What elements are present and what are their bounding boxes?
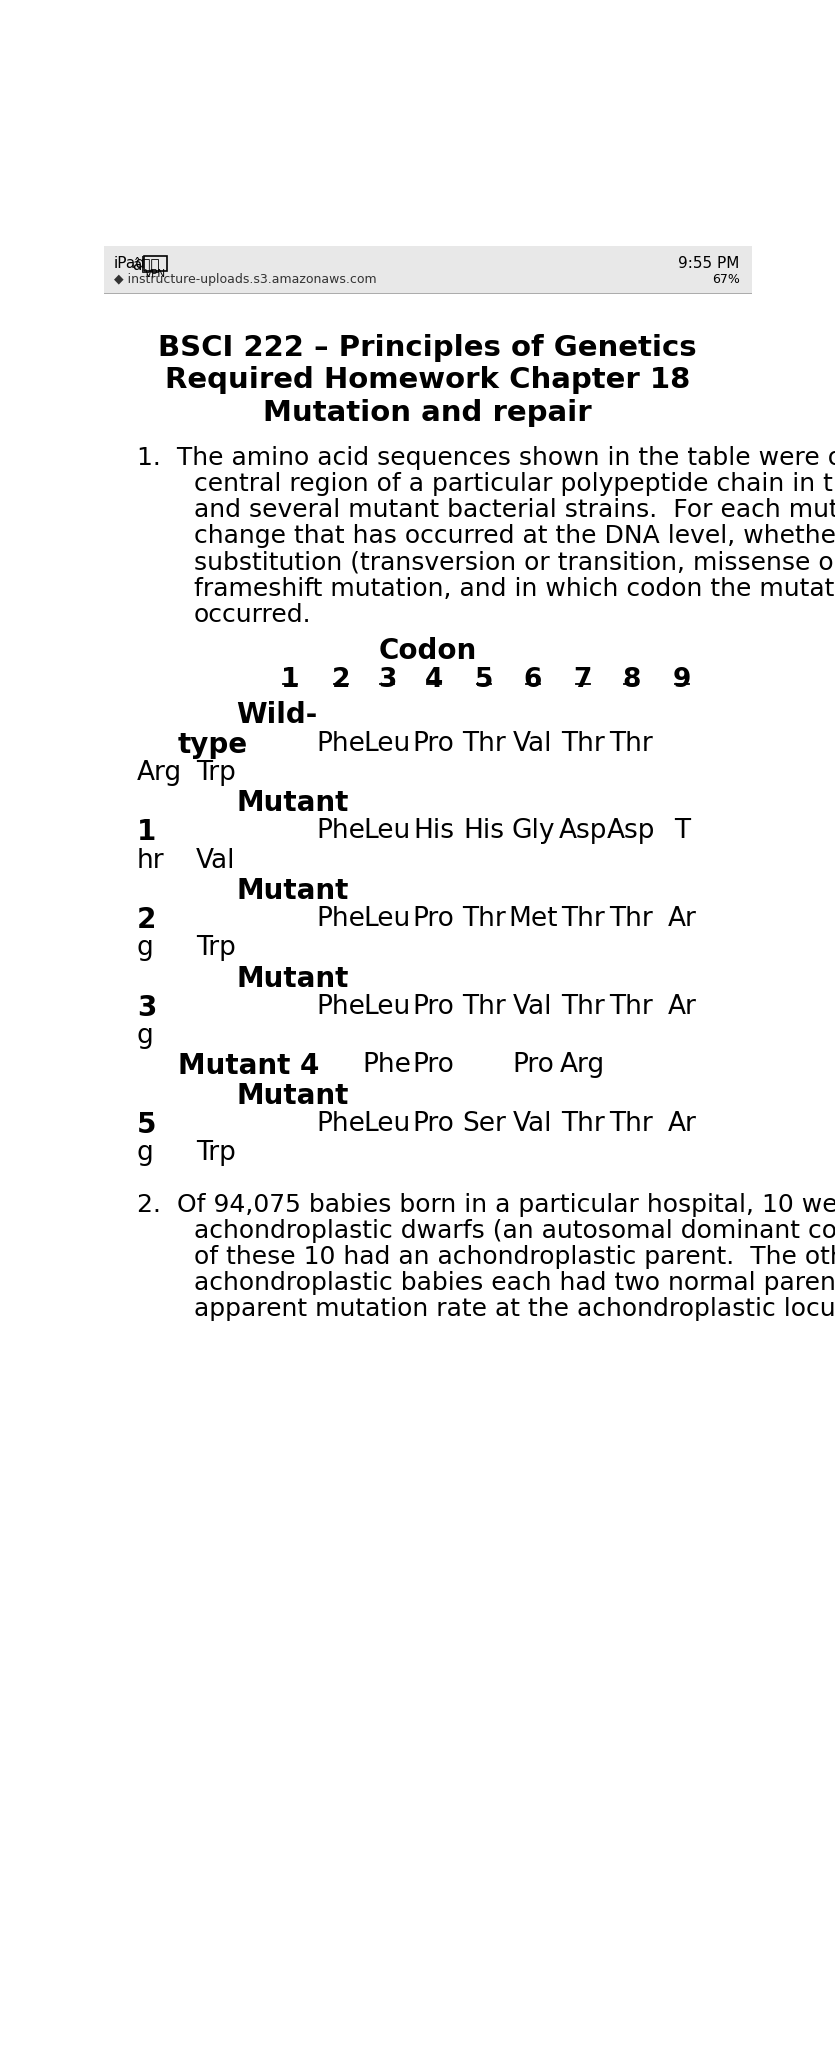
Text: Phe: Phe (316, 906, 365, 933)
FancyBboxPatch shape (144, 256, 167, 270)
Text: Thr: Thr (560, 1111, 605, 1138)
Text: Leu: Leu (363, 818, 411, 845)
Text: Asp: Asp (559, 818, 607, 845)
Text: Phe: Phe (316, 818, 365, 845)
Text: 3: 3 (378, 667, 397, 694)
Text: Ser: Ser (463, 1111, 506, 1138)
Text: Val: Val (514, 994, 553, 1021)
Text: Mutant: Mutant (236, 790, 348, 816)
Text: Met: Met (509, 906, 558, 933)
Text: Mutant: Mutant (236, 878, 348, 904)
Text: and several mutant bacterial strains.  For each mutant identify the: and several mutant bacterial strains. Fo… (194, 497, 835, 522)
Text: Trp: Trp (196, 759, 235, 786)
Text: Val: Val (514, 1111, 553, 1138)
Text: Leu: Leu (363, 1111, 411, 1138)
Text: Phe: Phe (316, 730, 365, 757)
Text: Pro: Pro (412, 906, 455, 933)
Text: 1.  The amino acid sequences shown in the table were obtained from the: 1. The amino acid sequences shown in the… (137, 446, 835, 471)
Text: g: g (137, 935, 154, 962)
Text: Asp: Asp (607, 818, 655, 845)
Text: 6: 6 (524, 667, 542, 694)
Text: 1: 1 (137, 818, 156, 847)
Text: substitution (transversion or transition, missense or nonsense) or a: substitution (transversion or transition… (194, 550, 835, 575)
Text: 2: 2 (137, 906, 156, 935)
Text: 8: 8 (622, 667, 640, 694)
Text: His: His (463, 818, 504, 845)
Text: 3: 3 (137, 994, 156, 1021)
Text: iPad: iPad (114, 256, 145, 272)
Text: Leu: Leu (363, 906, 411, 933)
Text: Thr: Thr (463, 994, 506, 1021)
Text: Thr: Thr (463, 906, 506, 933)
Text: Pro: Pro (412, 994, 455, 1021)
Text: Pro: Pro (412, 730, 455, 757)
Text: Mutant: Mutant (236, 966, 348, 992)
Text: Trp: Trp (196, 935, 235, 962)
Text: Codon: Codon (378, 636, 477, 665)
Text: g: g (137, 1023, 154, 1050)
Text: occurred.: occurred. (194, 604, 311, 626)
Text: â: â (132, 256, 159, 272)
Text: 1: 1 (281, 667, 300, 694)
Text: Mutation and repair: Mutation and repair (263, 399, 592, 428)
Text: Trp: Trp (196, 1140, 235, 1166)
Text: Phe: Phe (316, 994, 365, 1021)
Text: 4: 4 (425, 667, 443, 694)
Text: Thr: Thr (610, 730, 653, 757)
Text: Thr: Thr (610, 906, 653, 933)
Text: 2: 2 (331, 667, 350, 694)
Text: g: g (137, 1140, 154, 1166)
Text: central region of a particular polypeptide chain in the wild-type: central region of a particular polypepti… (194, 473, 835, 495)
Text: Leu: Leu (363, 730, 411, 757)
Text: Thr: Thr (560, 906, 605, 933)
Text: Pro: Pro (412, 1111, 455, 1138)
Text: Thr: Thr (463, 730, 506, 757)
Text: BSCI 222 – Principles of Genetics: BSCI 222 – Principles of Genetics (159, 333, 697, 362)
Text: hr: hr (137, 847, 164, 874)
Text: Val: Val (514, 730, 553, 757)
Bar (104, 246, 752, 293)
Text: 9:55 PM: 9:55 PM (679, 256, 740, 272)
Text: apparent mutation rate at the achondroplastic locus?: apparent mutation rate at the achondropl… (194, 1297, 835, 1322)
Text: Required Homework Chapter 18: Required Homework Chapter 18 (165, 366, 691, 395)
Text: Gly: Gly (511, 818, 554, 845)
Text: Val: Val (196, 847, 235, 874)
Text: Thr: Thr (610, 994, 653, 1021)
Text: Pro: Pro (512, 1052, 554, 1078)
Text: Phe: Phe (316, 1111, 365, 1138)
Text: frameshift mutation, and in which codon the mutation has: frameshift mutation, and in which codon … (194, 577, 835, 602)
Text: 9: 9 (672, 667, 691, 694)
Text: Arg: Arg (560, 1052, 605, 1078)
Text: VPN: VPN (145, 270, 166, 280)
Text: Ar: Ar (667, 994, 696, 1021)
Text: Pro: Pro (412, 1052, 455, 1078)
Text: achondroplastic dwarfs (an autosomal dominant condition).  Two: achondroplastic dwarfs (an autosomal dom… (194, 1219, 835, 1242)
Text: Thr: Thr (560, 730, 605, 757)
Text: type: type (178, 730, 248, 759)
Text: 5: 5 (475, 667, 493, 694)
Text: Mutant: Mutant (236, 1082, 348, 1109)
Text: Mutant 4: Mutant 4 (178, 1052, 319, 1080)
Text: T: T (674, 818, 690, 845)
Text: Leu: Leu (363, 994, 411, 1021)
Text: Thr: Thr (610, 1111, 653, 1138)
Text: change that has occurred at the DNA level, whether the change is a: change that has occurred at the DNA leve… (194, 524, 835, 548)
Text: Ar: Ar (667, 1111, 696, 1138)
Text: ◆ instructure-uploads.s3.amazonaws.com: ◆ instructure-uploads.s3.amazonaws.com (114, 274, 377, 286)
Text: 5: 5 (137, 1111, 156, 1140)
Text: of these 10 had an achondroplastic parent.  The other 8: of these 10 had an achondroplastic paren… (194, 1244, 835, 1269)
Text: 2.  Of 94,075 babies born in a particular hospital, 10 were: 2. Of 94,075 babies born in a particular… (137, 1193, 835, 1217)
Text: Thr: Thr (560, 994, 605, 1021)
Text: achondroplastic babies each had two normal parents.  What is the: achondroplastic babies each had two norm… (194, 1271, 835, 1295)
Text: Ar: Ar (667, 906, 696, 933)
Text: 67%: 67% (712, 274, 740, 286)
Text: Wild-: Wild- (236, 702, 317, 728)
Text: His: His (413, 818, 454, 845)
Text: Arg: Arg (137, 759, 182, 786)
Text: Phe: Phe (363, 1052, 412, 1078)
Text: 7: 7 (574, 667, 592, 694)
